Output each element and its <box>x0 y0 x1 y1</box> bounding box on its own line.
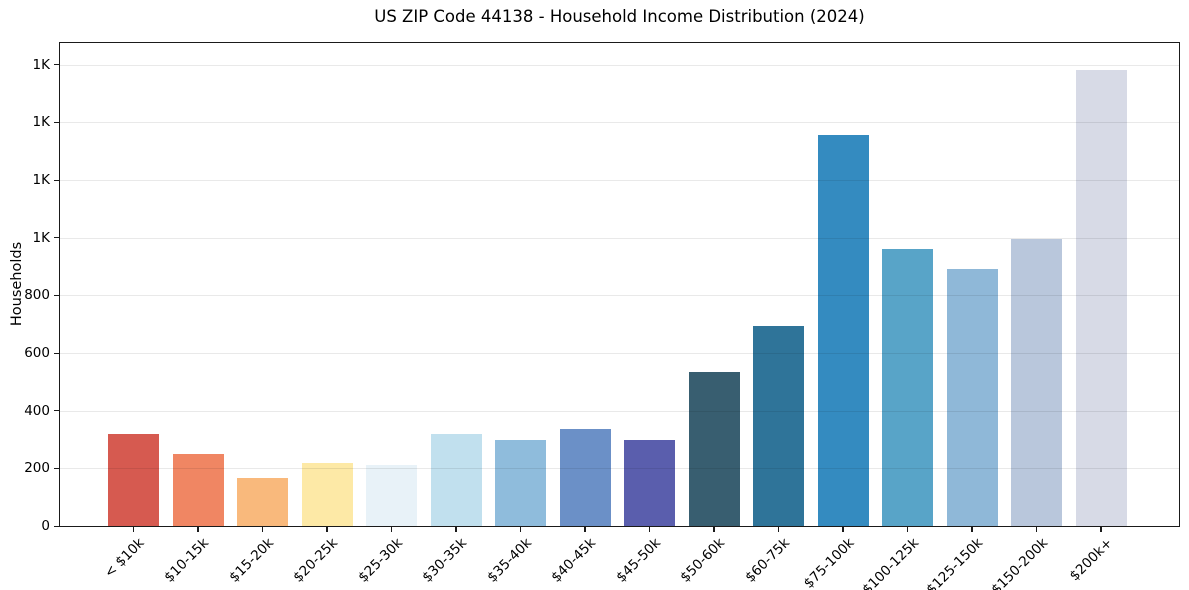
bar-7 <box>559 429 611 526</box>
x-tick-mark <box>455 527 457 532</box>
gridline-1400 <box>60 122 1179 124</box>
x-tick-label: $25-30k <box>355 535 406 586</box>
bar-12 <box>882 249 933 526</box>
x-tick-mark <box>777 527 780 532</box>
x-tick-label: $100-125k <box>859 535 922 590</box>
x-tick-label: $10-15k <box>161 535 213 586</box>
y-tick-label: 0 <box>41 518 50 534</box>
y-tick-label: 400 <box>24 402 50 419</box>
x-tick-mark <box>197 527 199 532</box>
y-tick-label: 1K <box>32 56 50 73</box>
bar-14 <box>1011 239 1062 526</box>
gridline-1000 <box>60 237 1179 239</box>
bar-5 <box>430 433 482 526</box>
bar-10 <box>753 325 804 526</box>
x-tick-mark <box>1035 527 1038 532</box>
x-tick-label: $50-60k <box>677 535 729 586</box>
y-tick-label: 1K <box>32 114 50 131</box>
x-tick-mark <box>842 527 844 532</box>
x-tick-label: $200k+ <box>1066 535 1116 585</box>
x-tick-mark <box>261 527 264 532</box>
bar-13 <box>946 269 998 526</box>
y-tick-label: 200 <box>24 460 50 477</box>
y-tick-mark <box>54 121 59 123</box>
bar-11 <box>817 135 869 526</box>
x-tick-mark <box>713 527 715 532</box>
y-tick-mark <box>54 467 59 469</box>
x-tick-label: $35-40k <box>484 535 535 586</box>
bar-2 <box>237 478 288 526</box>
x-tick-label: $40-45k <box>548 535 600 586</box>
x-tick-mark <box>326 527 328 532</box>
x-tick-mark <box>519 527 522 532</box>
bar-0 <box>108 433 159 526</box>
gridline-400 <box>60 410 1179 412</box>
gridline-1200 <box>60 180 1179 181</box>
x-tick-mark <box>584 527 586 532</box>
y-axis-label: Households <box>9 241 25 327</box>
bar-3 <box>301 462 353 526</box>
bar-15 <box>1075 70 1127 526</box>
x-tick-label: $60-75k <box>742 535 793 586</box>
x-tick-label: < $10k <box>101 535 148 582</box>
x-tick-mark <box>390 527 393 532</box>
bar-9 <box>688 371 740 526</box>
y-tick-label: 1K <box>32 172 50 188</box>
gridline-1600 <box>60 64 1179 66</box>
y-tick-mark <box>54 410 59 412</box>
gridline-200 <box>60 468 1179 470</box>
y-tick-mark <box>54 294 59 296</box>
x-tick-mark <box>1100 527 1102 532</box>
x-tick-label: $45-50k <box>613 535 664 586</box>
gridline-600 <box>60 353 1179 354</box>
y-tick-label: 1K <box>32 229 50 246</box>
x-tick-label: $150-200k <box>988 535 1051 590</box>
bar-1 <box>172 453 224 526</box>
gridline-800 <box>60 295 1179 297</box>
y-tick-label: 800 <box>24 287 50 304</box>
y-tick-mark <box>54 179 59 181</box>
x-tick-mark <box>971 527 973 532</box>
x-tick-label: $20-25k <box>290 535 342 586</box>
bar-4 <box>366 465 417 526</box>
bar-6 <box>495 439 546 526</box>
y-tick-mark <box>54 525 59 527</box>
x-tick-mark <box>648 527 651 532</box>
bar-8 <box>624 439 675 526</box>
x-tick-label: $75-100k <box>800 535 858 590</box>
chart-title: US ZIP Code 44138 - Household Income Dis… <box>374 7 865 26</box>
y-tick-mark <box>54 237 59 239</box>
x-tick-label: $125-150k <box>923 535 987 590</box>
x-tick-label: $30-35k <box>419 535 471 586</box>
x-tick-label: $15-20k <box>226 535 277 586</box>
x-tick-mark <box>906 527 909 532</box>
x-tick-mark <box>132 527 135 532</box>
y-tick-label: 600 <box>24 345 50 361</box>
y-tick-mark <box>54 64 59 66</box>
y-tick-mark <box>54 352 59 354</box>
